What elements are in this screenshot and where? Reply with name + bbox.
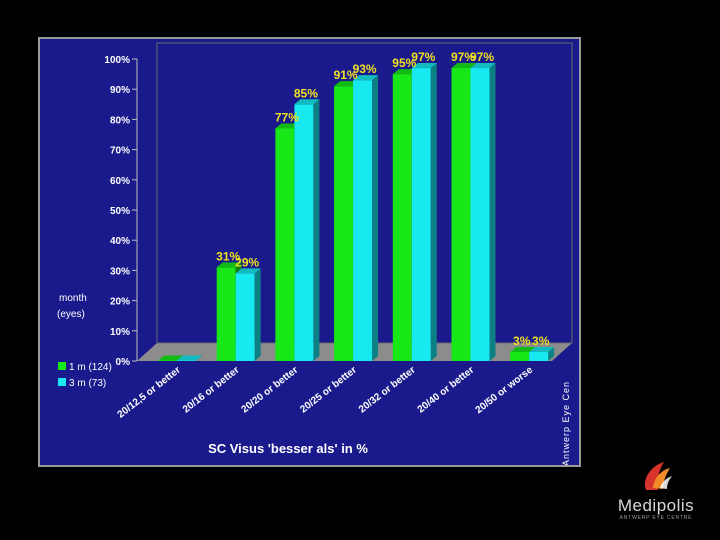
- x-tick-label: 20/50 or worse: [474, 364, 536, 416]
- data-label: 3%: [513, 334, 531, 348]
- data-label: 91%: [334, 68, 358, 82]
- legend-title-line-1: month: [59, 293, 87, 304]
- legend-title-line-2: (eyes): [57, 309, 85, 320]
- y-tick-label: 60%: [110, 176, 130, 187]
- data-label: 97%: [411, 50, 435, 64]
- medipolis-logo: Medipolis ANTWERP EYE CENTRE: [606, 458, 706, 530]
- x-tick-label: 20/32 or better: [357, 365, 418, 416]
- x-tick-label: 20/16 or better: [181, 365, 242, 416]
- x-axis-title: SC Visus 'besser als' in %: [208, 441, 368, 456]
- logo-name: Medipolis: [617, 496, 695, 515]
- chart-panel: 20/12,5 or better 20/16 or better 20/20 or…: [38, 37, 581, 467]
- y-axis-tick-labels: 0% 10% 20% 30% 40% 50% 60% 70% 80% 90% 100%: [104, 55, 130, 368]
- data-label: 31%: [216, 249, 240, 263]
- data-labels: 31%29%77%85%91%93% 95%97% 97%97%3% 3%: [216, 50, 550, 348]
- data-label: 97%: [470, 50, 494, 64]
- x-tick-label: 20/40 or better: [416, 365, 477, 416]
- y-tick-label: 100%: [104, 55, 130, 66]
- bar-3m-4: [411, 63, 437, 361]
- data-label: 95%: [392, 56, 416, 70]
- data-label: 3%: [532, 334, 550, 348]
- y-tick-label: 0%: [116, 357, 131, 368]
- x-tick-label: 20/20 or better: [240, 365, 301, 416]
- data-label: 97%: [451, 50, 475, 64]
- bars: [158, 63, 555, 362]
- y-tick-label: 30%: [110, 266, 130, 277]
- logo-tagline: ANTWERP EYE CENTRE: [619, 515, 693, 521]
- y-tick-label: 10%: [110, 327, 130, 338]
- data-label: 29%: [235, 255, 259, 269]
- bar-3m-6: [529, 346, 555, 361]
- side-label: Antwerp Eye Cen: [561, 381, 571, 465]
- legend-swatch-3m: [58, 378, 66, 386]
- bar-3m-3: [353, 75, 379, 361]
- y-tick-label: 80%: [110, 115, 130, 126]
- bar-3m-1: [235, 268, 261, 361]
- bar-3m-5: [470, 63, 496, 361]
- legend-label-3m: 3 m (73): [69, 378, 106, 389]
- y-axis-ticks: [132, 58, 137, 362]
- data-label: 93%: [353, 62, 377, 76]
- x-tick-label: 20/25 or better: [298, 365, 359, 416]
- legend-label-1m: 1 m (124): [69, 362, 112, 373]
- data-label: 85%: [294, 86, 318, 100]
- y-tick-label: 20%: [110, 297, 130, 308]
- data-label: 77%: [275, 110, 299, 124]
- y-tick-label: 40%: [110, 236, 130, 247]
- y-tick-label: 50%: [110, 206, 130, 217]
- bar-3m-0: [177, 355, 202, 361]
- x-tick-label: 20/12,5 or better: [116, 365, 183, 421]
- medipolis-emblem-icon: [644, 462, 672, 490]
- legend-swatch-1m: [58, 362, 66, 370]
- y-tick-label: 70%: [110, 146, 130, 157]
- y-tick-label: 90%: [110, 85, 130, 96]
- legend: month (eyes) 1 m (124) 3 m (73): [57, 293, 112, 389]
- bar-3m-2: [294, 99, 320, 362]
